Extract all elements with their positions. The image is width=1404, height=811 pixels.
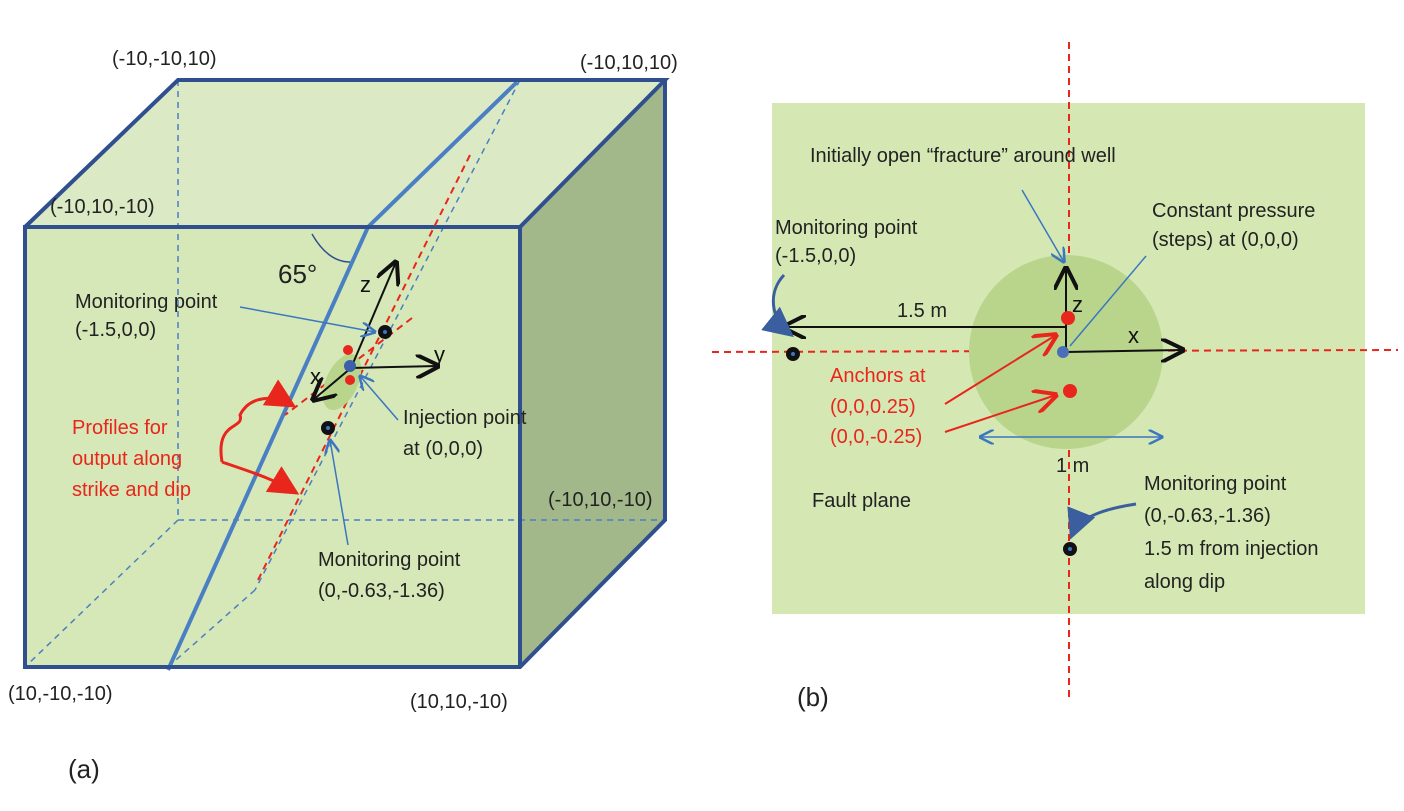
panel-b-caption: (b) bbox=[797, 682, 829, 712]
monitoring-point-1-title: Monitoring point bbox=[75, 291, 218, 313]
corner-label-bottom-front-left: (10,-10,-10) bbox=[8, 683, 113, 705]
anchor-point-lower bbox=[345, 375, 355, 385]
panel-b: z x 1.5 m 1 m Initially open “fracture” … bbox=[711, 42, 1399, 712]
strike-line-horizontal bbox=[711, 349, 1399, 353]
monitoring-point-2-line-3: 1.5 m from injection bbox=[1144, 538, 1319, 560]
monitoring-point-1-title-b: Monitoring point bbox=[775, 217, 918, 239]
injection-point-title: Injection point bbox=[403, 407, 527, 429]
injection-point-coords: at (0,0,0) bbox=[403, 438, 483, 460]
monitoring-point-2-center-b bbox=[1068, 547, 1072, 551]
angle-arc bbox=[311, 233, 351, 263]
profiles-label-line-2: output along bbox=[72, 448, 182, 470]
profiles-label-line-3: strike and dip bbox=[72, 479, 191, 501]
leader-monitoring-1-b bbox=[761, 273, 794, 338]
axis-x-label: x bbox=[310, 364, 321, 389]
anchor-point-lower-b bbox=[1063, 384, 1077, 398]
anchors-label-line-1: Anchors at bbox=[830, 365, 926, 387]
corner-label-top-front-left: (-10,10,-10) bbox=[50, 196, 155, 218]
monitoring-point-2-line-2: (0,-0.63,-1.36) bbox=[1144, 505, 1271, 527]
monitoring-point-2-line-1: Monitoring point bbox=[1144, 473, 1287, 495]
anchors-label-line-2: (0,0,0.25) bbox=[830, 396, 916, 418]
axis-z-label: z bbox=[360, 272, 371, 297]
panel-a: 65° z y x (-10,-10,10) (-10,10,10) (-10,… bbox=[8, 48, 678, 784]
leader-monitoring-2 bbox=[330, 440, 349, 546]
cube-outline bbox=[23, 78, 670, 669]
anchor-point-upper-b bbox=[1061, 311, 1075, 325]
corner-label-top-back-right: (-10,10,10) bbox=[580, 52, 678, 74]
profile-arrow-lower bbox=[221, 460, 300, 495]
axis-x-arrow bbox=[313, 367, 352, 400]
leader-fracture bbox=[1021, 189, 1064, 262]
constant-pressure-line-1: Constant pressure bbox=[1152, 200, 1315, 222]
monitoring-point-2-title: Monitoring point bbox=[318, 549, 461, 571]
axis-x-label-b: x bbox=[1128, 323, 1139, 348]
anchor-arrow-upper bbox=[944, 335, 1056, 405]
monitoring-point-1-center-b bbox=[791, 352, 795, 356]
fault-plane-bottom-dashed bbox=[167, 589, 256, 668]
fault-plane-label: Fault plane bbox=[812, 490, 911, 512]
axis-z-arrow bbox=[350, 262, 396, 369]
anchor-point-upper bbox=[343, 345, 353, 355]
leader-injection bbox=[360, 376, 399, 421]
injection-point-marker-b bbox=[1057, 346, 1069, 358]
cube-back-edge-diagonal bbox=[24, 519, 179, 668]
leader-monitoring-2-b bbox=[1067, 502, 1137, 540]
monitoring-point-1-coords: (-1.5,0,0) bbox=[75, 319, 156, 341]
monitoring-point-2-center bbox=[326, 426, 330, 430]
leader-constant-pressure bbox=[1069, 255, 1147, 347]
axis-x-arrow-b bbox=[1065, 350, 1183, 352]
corner-label-top-back-left: (-10,-10,10) bbox=[112, 48, 217, 70]
monitoring-point-1-coords-b: (-1.5,0,0) bbox=[775, 245, 856, 267]
monitoring-point-2-coords: (0,-0.63,-1.36) bbox=[318, 580, 445, 602]
axis-z-label-b: z bbox=[1072, 292, 1083, 317]
axis-y-label: y bbox=[434, 342, 445, 367]
cube-top-face bbox=[25, 80, 665, 227]
axis-y-arrow bbox=[350, 366, 438, 368]
panel-a-caption: (a) bbox=[68, 754, 100, 784]
leader-monitoring-1 bbox=[239, 306, 375, 332]
profiles-label-line-1: Profiles for bbox=[72, 417, 168, 439]
fracture-label: Initially open “fracture” around well bbox=[810, 145, 1116, 167]
anchors-label-line-3: (0,0,-0.25) bbox=[830, 426, 922, 448]
distance-label: 1.5 m bbox=[897, 300, 947, 322]
monitoring-point-1-center bbox=[383, 330, 387, 334]
diameter-label: 1 m bbox=[1056, 455, 1089, 477]
injection-point-marker bbox=[344, 360, 356, 372]
corner-label-bottom-back-right: (-10,10,-10) bbox=[548, 489, 653, 511]
corner-label-bottom-front-right: (10,10,-10) bbox=[410, 691, 508, 713]
profile-arrow-upper bbox=[219, 379, 297, 463]
anchor-arrow-lower bbox=[944, 395, 1056, 433]
cube-front-face bbox=[25, 227, 520, 667]
monitoring-point-2-line-4: along dip bbox=[1144, 571, 1225, 593]
constant-pressure-line-2: (steps) at (0,0,0) bbox=[1152, 229, 1299, 251]
angle-label: 65° bbox=[278, 259, 317, 289]
